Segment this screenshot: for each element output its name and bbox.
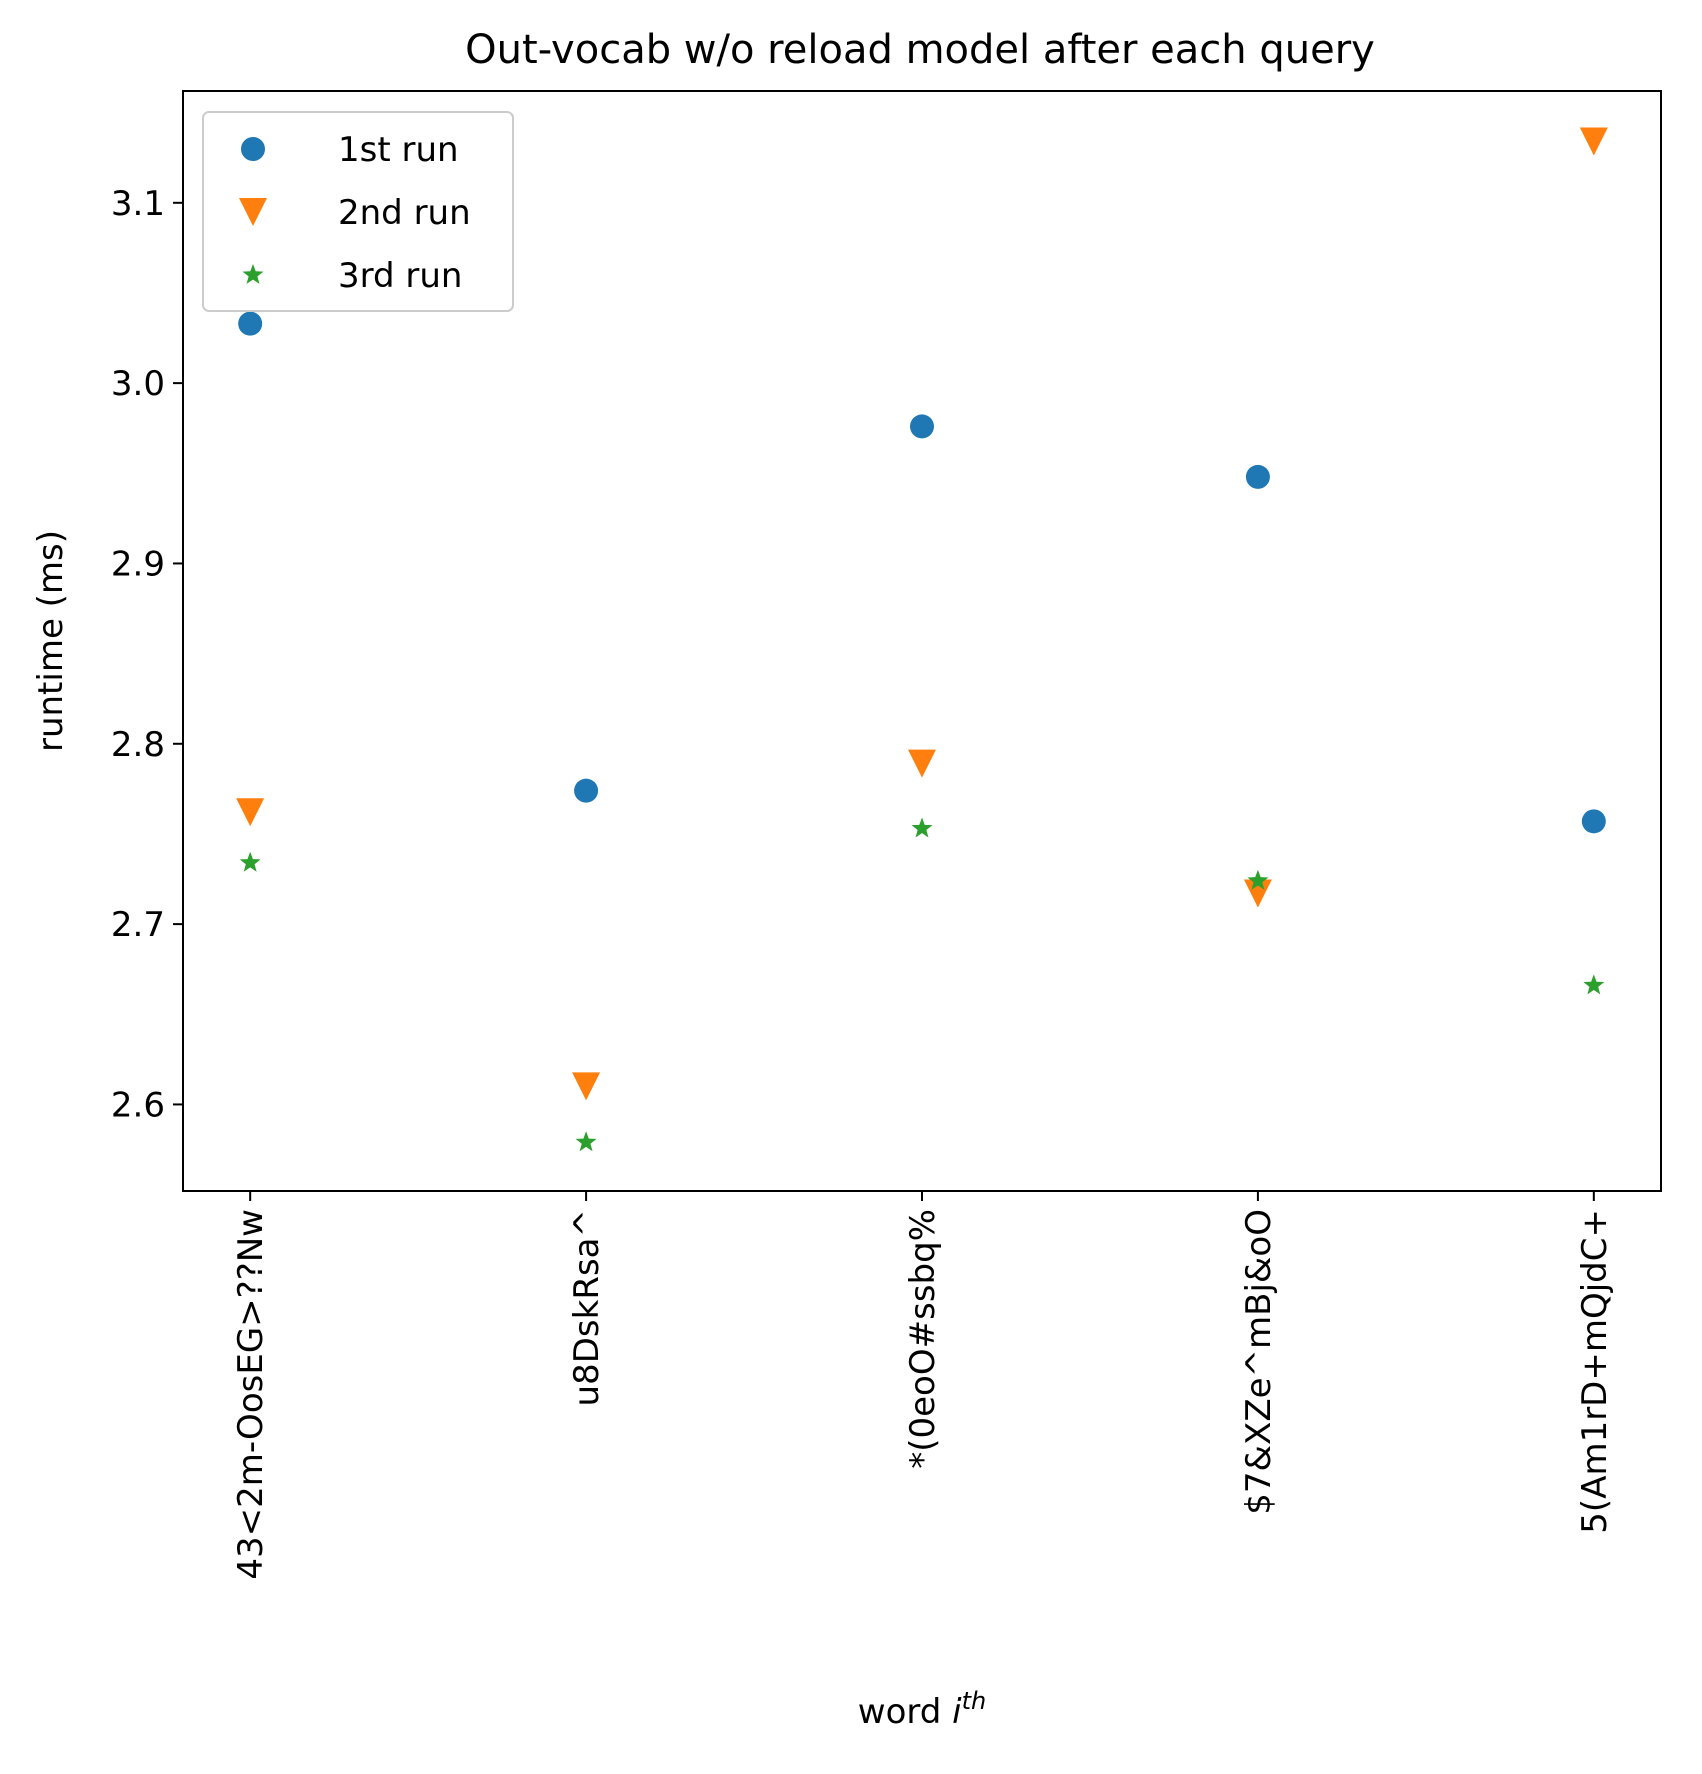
y-tick-label: 2.8 — [111, 725, 165, 765]
data-point — [908, 749, 936, 778]
x-tick-label: *(0eoO#ssbq% — [903, 1209, 943, 1469]
y-tick-label: 2.6 — [111, 1085, 165, 1125]
data-point — [1581, 809, 1606, 834]
x-axis-label-superscript: th — [962, 1687, 987, 1715]
plot-area — [236, 127, 1608, 1152]
legend-marker — [242, 264, 264, 284]
y-axis: 2.6 2.7 2.8 2.9 3.0 3.1 — [111, 184, 183, 1125]
x-axis-label-variable: i — [952, 1692, 962, 1732]
x-axis-label-text: word — [858, 1692, 952, 1732]
x-tick-label: $7&XZe^mBj&oO — [1239, 1209, 1279, 1515]
series-3 — [239, 817, 1605, 1152]
x-axis-label: word ith — [858, 1687, 986, 1732]
data-point — [239, 851, 261, 872]
legend: 1st run 2nd run 3rd run — [202, 111, 514, 312]
chart-title: Out-vocab w/o reload model after each qu… — [465, 27, 1375, 73]
data-point — [1247, 869, 1269, 890]
legend-label: 2nd run — [338, 193, 471, 233]
legend-frame — [202, 111, 514, 312]
series-2 — [236, 127, 1608, 1101]
data-point — [910, 414, 934, 439]
data-point — [238, 311, 263, 336]
data-point — [1583, 974, 1605, 995]
data-point — [911, 817, 933, 838]
x-axis: 43<2m-OosEG>??Nw u8DskRsa^ *(0eoO#ssbq% $7&… — [231, 1191, 1615, 1580]
y-tick-label: 3.0 — [111, 364, 165, 404]
legend-marker — [239, 198, 267, 226]
data-point — [1243, 879, 1272, 908]
x-tick-label: 5(Am1rD+mQjdC+ — [1575, 1209, 1615, 1534]
data-point — [574, 778, 599, 803]
legend-label: 1st run — [338, 130, 459, 170]
legend-label: 3rd run — [338, 256, 462, 296]
x-tick-label: 43<2m-OosEG>??Nw — [231, 1209, 271, 1580]
y-tick-label: 2.7 — [111, 905, 165, 945]
y-axis-label: runtime (ms) — [31, 530, 71, 752]
data-point — [575, 1131, 597, 1152]
series-1 — [238, 311, 1606, 834]
data-point — [236, 798, 265, 827]
data-point — [572, 1072, 601, 1101]
data-point — [1579, 127, 1608, 156]
y-tick-label: 3.1 — [111, 184, 165, 224]
data-point — [1245, 464, 1270, 489]
x-tick-label: u8DskRsa^ — [567, 1209, 607, 1406]
y-tick-label: 2.9 — [111, 544, 165, 584]
legend-marker — [241, 137, 265, 161]
